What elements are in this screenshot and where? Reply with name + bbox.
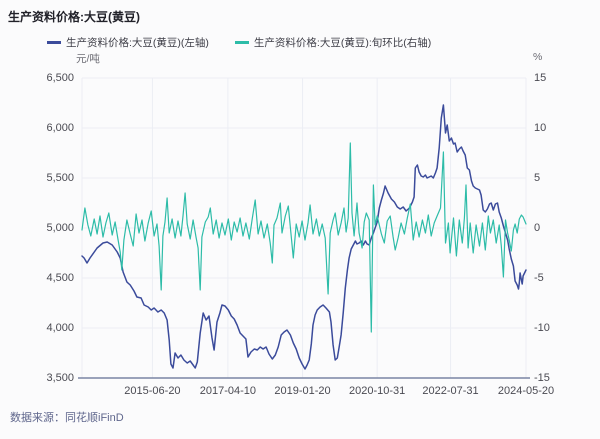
x-axis-tick-label: 2017-04-10 xyxy=(199,385,257,397)
left-axis-tick-label: 5,000 xyxy=(46,221,74,234)
left-axis-tick-label: 6,500 xyxy=(46,71,74,84)
x-axis-tick-label: 2020-10-31 xyxy=(349,385,406,397)
right-axis-tick-label: 10 xyxy=(534,121,547,134)
right-axis-tick-label: 0 xyxy=(534,221,541,234)
x-axis-tick-label: 2019-01-20 xyxy=(274,385,331,397)
left-axis-unit: 元/吨 xyxy=(76,53,100,65)
right-axis-tick-label: 5 xyxy=(534,171,541,184)
left-axis-tick-label: 6,000 xyxy=(46,121,74,134)
x-axis-tick-label: 2015-06-20 xyxy=(124,385,181,397)
data-source-note: 数据来源：同花顺iFinD xyxy=(10,412,124,424)
left-axis-tick-label: 3,500 xyxy=(46,371,74,384)
legend: 生产资料价格:大豆(黄豆)(左轴) 生产资料价格:大豆(黄豆):旬环比(右轴) xyxy=(47,35,431,50)
legend-label-mom: 生产资料价格:大豆(黄豆):旬环比(右轴) xyxy=(253,37,432,49)
right-axis-tick-label: -10 xyxy=(534,321,550,334)
left-axis-tick-label: 5,500 xyxy=(46,171,74,184)
left-axis-tick-label: 4,500 xyxy=(46,271,74,284)
right-axis-tick-label: -15 xyxy=(534,371,550,384)
right-axis-tick-label: -5 xyxy=(534,271,544,284)
mom-line xyxy=(81,142,527,333)
right-axis-unit: % xyxy=(533,51,543,63)
chart-title: 生产资料价格:大豆(黄豆) xyxy=(8,10,140,24)
x-axis-tick-label: 2024-05-20 xyxy=(497,385,555,397)
legend-item-price[interactable]: 生产资料价格:大豆(黄豆)(左轴) xyxy=(47,35,209,50)
price-line xyxy=(81,104,527,370)
price-line-swatch-icon xyxy=(47,41,61,44)
x-axis-tick-label: 2022-07-31 xyxy=(422,385,479,397)
legend-item-mom[interactable]: 生产资料价格:大豆(黄豆):旬环比(右轴) xyxy=(234,35,432,50)
mom-line-swatch-icon xyxy=(234,41,249,44)
right-axis-tick-label: 15 xyxy=(534,71,547,84)
legend-label-price: 生产资料价格:大豆(黄豆)(左轴) xyxy=(66,37,209,49)
left-axis-tick-label: 4,000 xyxy=(46,321,74,334)
